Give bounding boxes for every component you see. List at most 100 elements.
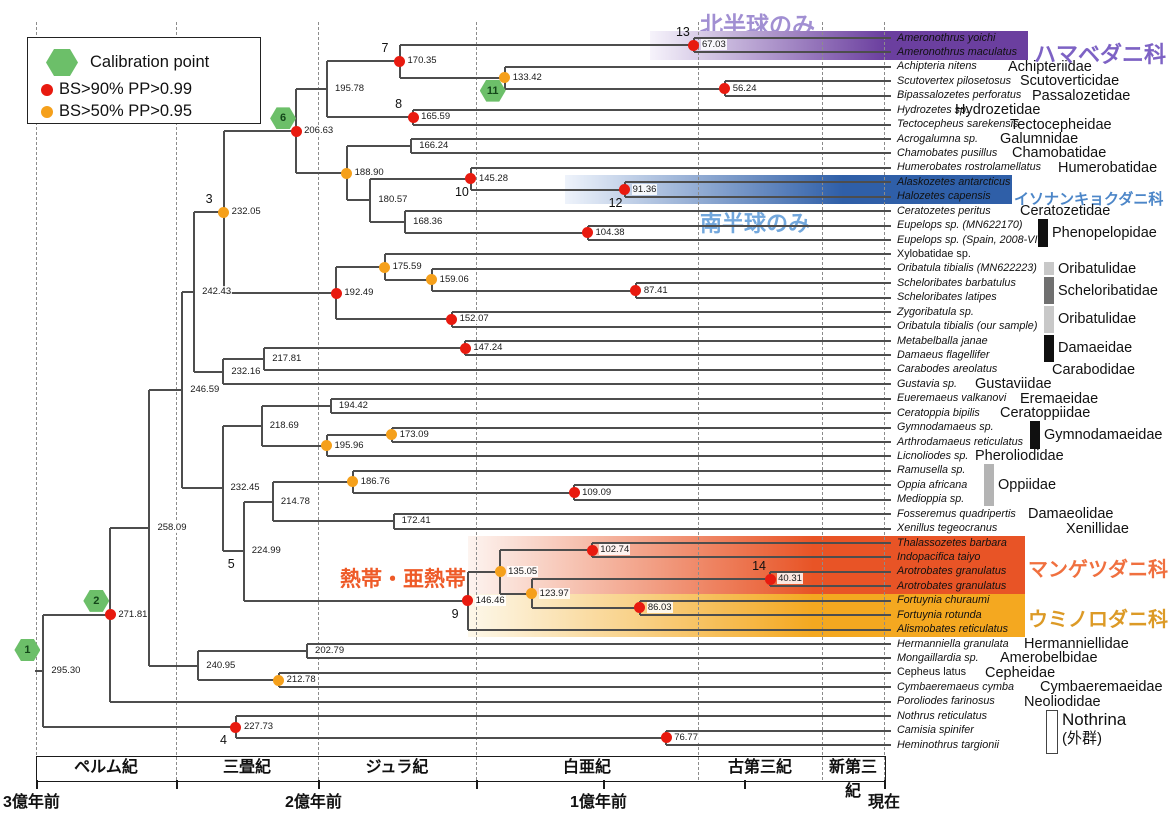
calibration-hexagon-icon (46, 49, 78, 76)
node-age-label: 175.59 (391, 261, 423, 273)
red-support-dot (630, 285, 642, 297)
taxon-label: Oppia africana (897, 478, 968, 491)
branch-line (193, 212, 196, 372)
branch-line (467, 570, 501, 573)
axis-tick (476, 780, 478, 789)
branch-line (223, 292, 337, 295)
taxon-label: Xylobatidae sp. (897, 247, 971, 260)
label-hamabedani-family: ハマベダニ科 (1034, 42, 1167, 67)
legend-bs90-label: BS>90% PP>0.99 (59, 80, 193, 98)
taxon-label: Fosseremus quadripertis (897, 507, 1016, 520)
node-age-label: 240.95 (205, 659, 237, 671)
taxon-label: Hydrozetes sp. (897, 103, 970, 116)
branch-line (35, 669, 44, 672)
taxon-label: Camisia spinifer (897, 724, 974, 737)
label-south-only: 南半球のみ (700, 211, 811, 236)
family-label: Cepheidae (985, 664, 1056, 681)
family-label: Galumnidae (1000, 131, 1079, 147)
taxon-label: Carabodes areolatus (897, 363, 998, 376)
node-age-label: 194.42 (337, 399, 369, 411)
family-label: Achipteriidae (1008, 58, 1092, 75)
node-number: 10 (454, 184, 469, 199)
branch-line (110, 526, 150, 529)
red-support-dot (459, 342, 471, 354)
red-support-dot (394, 55, 405, 67)
node-age-label: 109.09 (581, 486, 613, 498)
node-age-label: 186.76 (359, 475, 391, 487)
red-support-dot (465, 173, 477, 185)
branch-line (531, 606, 640, 609)
taxon-label: Licnoliodes sp. (897, 449, 969, 462)
taxon-label: Ameronothrus yoichi (897, 31, 996, 44)
branch-line (410, 139, 413, 154)
family-label: Oppiidae (998, 477, 1057, 494)
family-label: Scheloribatidae (1058, 282, 1158, 299)
period-label: ジュラ紀 (365, 759, 429, 776)
family-label: Damaeolidae (1028, 506, 1114, 523)
orange-support-dot (386, 429, 398, 441)
family-label: Hermanniellidae (1024, 636, 1129, 653)
taxon-label: Gymnodamaeus sp. (897, 421, 994, 434)
dashed-gridline (822, 22, 823, 780)
branch-line (431, 267, 891, 270)
taxon-label: Heminothrus targionii (897, 738, 1000, 751)
node-number: 3 (205, 192, 213, 207)
label-isonankyokudani-family: イソナンキョクダニ科 (1014, 191, 1164, 208)
taxon-label: Medioppia sp. (897, 493, 965, 506)
branch-line (272, 520, 394, 523)
node-age-label: 246.59 (189, 384, 221, 396)
family-label: Damaeidae (1058, 340, 1133, 357)
branch-line (271, 481, 274, 522)
node-age-label: 214.78 (279, 495, 311, 507)
period-label: 新第三紀 (828, 759, 877, 800)
taxon-label: Eupelops sp. (Spain, 2008-VII- (897, 233, 1045, 246)
family-label: Gymnodamaeidae (1044, 426, 1163, 443)
branch-line (330, 412, 891, 415)
branch-line (329, 398, 332, 414)
taxon-label: Poroliodes farinosus (897, 695, 995, 708)
branch-line (500, 549, 593, 552)
branch-line (223, 358, 265, 361)
node-age-label: 202.79 (314, 645, 346, 657)
orange-support-dot (321, 440, 332, 452)
branch-line (264, 347, 466, 350)
node-age-label: 206.63 (303, 125, 335, 137)
node-age-label: 271.81 (117, 608, 149, 620)
branch-line (370, 177, 471, 180)
node-age-label: 212.78 (285, 674, 317, 686)
taxon-label: Scheloribates barbatulus (897, 276, 1016, 289)
branch-line (198, 679, 279, 682)
calibration-hexagon: 11 (479, 79, 506, 102)
branch-line (413, 109, 891, 112)
branch-line (264, 368, 891, 371)
clade-band (468, 535, 1025, 594)
taxon-label: Gustavia sp. (897, 377, 958, 390)
axis-tick (318, 780, 320, 789)
branch-line (666, 729, 891, 732)
period-label: 三畳紀 (222, 759, 271, 776)
family-label: Cymbaeremaeidae (1040, 679, 1163, 696)
branch-line (182, 487, 223, 490)
node-age-label: 218.69 (268, 419, 300, 431)
branch-line (399, 44, 694, 47)
branch-line (149, 389, 183, 392)
node-age-label: 217.81 (271, 353, 303, 365)
legend-box: Calibration point BS>90% PP>0.99 BS>50% … (27, 37, 261, 124)
branch-line (148, 390, 151, 666)
taxon-label: Damaeus flagellifer (897, 348, 990, 361)
red-support-dot (290, 125, 302, 137)
branch-line (624, 181, 891, 184)
orange-support-dot (347, 476, 359, 488)
branch-line (222, 424, 262, 427)
taxon-label: Scutovertex pilosetosus (897, 74, 1012, 87)
node-age-label: 168.36 (412, 215, 444, 227)
branch-line (384, 253, 891, 256)
family-label: Carabodidae (1052, 361, 1136, 378)
branch-line (242, 501, 245, 601)
node-age-label: 188.90 (353, 167, 385, 179)
branch-line (384, 278, 432, 281)
node-age-label: 195.96 (333, 439, 365, 451)
branch-line (504, 87, 725, 90)
label-mangetsudani-family: マンゲツダニ科 (1028, 559, 1168, 581)
branch-line (574, 484, 891, 487)
